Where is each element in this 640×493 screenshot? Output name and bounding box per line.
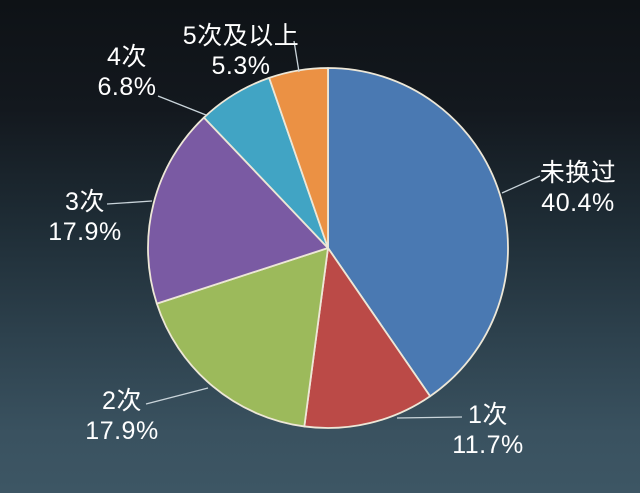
pie-slice-2 [155, 247, 329, 428]
pie-slice-0 [327, 67, 509, 398]
pie-slice-1 [303, 247, 432, 429]
leader-line-2 [145, 387, 209, 405]
pie-slice-3 [147, 116, 329, 305]
leader-line-1 [396, 416, 463, 419]
leader-line-5 [293, 40, 300, 73]
leader-line-3 [106, 200, 153, 205]
leader-line-4 [157, 95, 207, 116]
leader-line-0 [501, 175, 541, 194]
